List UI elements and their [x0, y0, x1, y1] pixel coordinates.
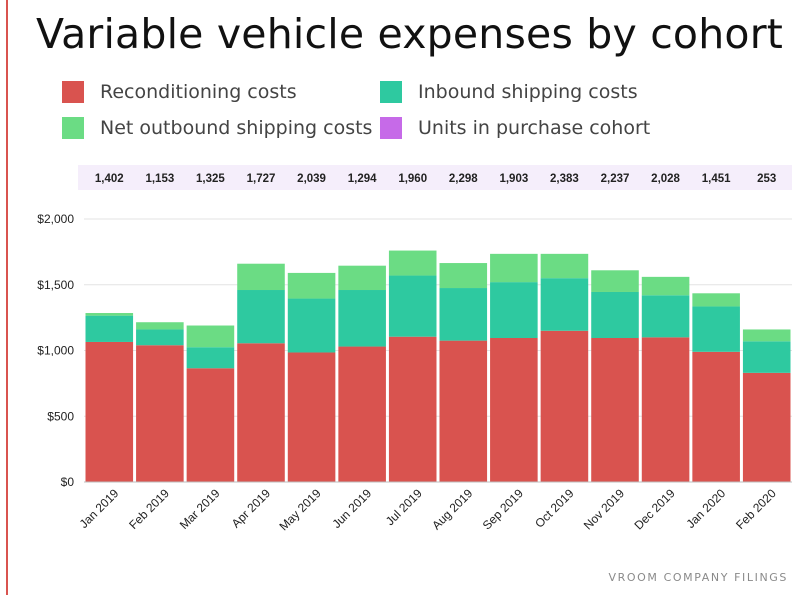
bar-inbound-shipping-costs-jul-2019	[388, 275, 437, 337]
bar-reconditioning-costs-mar-2019	[186, 368, 235, 482]
legend-swatch-reconditioning	[62, 81, 84, 103]
x-tick-label-jul-2019: Jul 2019	[383, 486, 425, 528]
bar-net-outbound-shipping-costs-may-2019	[287, 272, 336, 299]
units-label-oct-2019: 2,383	[550, 173, 579, 185]
y-tick-label-0: $0	[61, 475, 75, 489]
bar-reconditioning-costs-may-2019	[287, 352, 336, 482]
bar-inbound-shipping-costs-jan-2020	[692, 306, 740, 352]
x-tick-label-mar-2019: Mar 2019	[177, 486, 223, 532]
y-tick-label-1000: $1,000	[37, 344, 74, 358]
bar-reconditioning-costs-sep-2019	[490, 338, 538, 482]
x-tick-label-may-2019: May 2019	[277, 486, 324, 533]
bar-net-outbound-shipping-costs-jul-2019	[388, 250, 437, 276]
bar-reconditioning-costs-jul-2019	[388, 336, 437, 482]
bar-inbound-shipping-costs-dec-2019	[641, 295, 690, 338]
x-tick-label-jun-2019: Jun 2019	[329, 486, 374, 531]
left-accent-rule	[6, 0, 8, 595]
bar-reconditioning-costs-jun-2019	[338, 346, 386, 482]
bar-reconditioning-costs-jan-2019	[85, 341, 134, 482]
bar-inbound-shipping-costs-jun-2019	[338, 290, 386, 347]
bar-inbound-shipping-costs-feb-2020	[742, 341, 791, 373]
legend-swatch-inbound-shipping	[380, 81, 402, 103]
legend-label-reconditioning: Reconditioning costs	[100, 81, 297, 103]
units-label-feb-2019: 1,153	[145, 173, 174, 185]
bar-reconditioning-costs-dec-2019	[641, 337, 690, 482]
x-tick-label-jan-2019: Jan 2019	[77, 486, 122, 531]
bar-reconditioning-costs-nov-2019	[591, 338, 639, 482]
bar-net-outbound-shipping-costs-oct-2019	[540, 253, 589, 279]
bar-net-outbound-shipping-costs-jan-2020	[692, 293, 740, 307]
bar-inbound-shipping-costs-sep-2019	[490, 282, 538, 339]
units-label-jan-2020: 1,451	[702, 173, 731, 185]
bar-inbound-shipping-costs-nov-2019	[591, 291, 639, 339]
units-label-sep-2019: 1,903	[499, 173, 528, 185]
units-label-may-2019: 2,039	[297, 173, 326, 185]
x-tick-label-feb-2019: Feb 2019	[126, 486, 172, 532]
bar-inbound-shipping-costs-aug-2019	[439, 288, 488, 341]
x-tick-label-jan-2020: Jan 2020	[683, 486, 728, 531]
bar-reconditioning-costs-jan-2020	[692, 351, 740, 482]
units-label-aug-2019: 2,298	[449, 173, 478, 185]
bar-inbound-shipping-costs-apr-2019	[237, 290, 285, 344]
x-tick-label-oct-2019: Oct 2019	[532, 486, 577, 531]
units-label-mar-2019: 1,325	[196, 173, 225, 185]
units-label-dec-2019: 2,028	[651, 173, 680, 185]
legend-item-reconditioning: Reconditioning costs	[62, 81, 297, 103]
bar-reconditioning-costs-feb-2019	[136, 345, 184, 482]
legend-label-inbound-shipping: Inbound shipping costs	[418, 81, 638, 103]
bar-reconditioning-costs-aug-2019	[439, 340, 488, 482]
x-tick-label-feb-2020: Feb 2020	[733, 486, 779, 532]
bar-inbound-shipping-costs-may-2019	[287, 298, 336, 353]
x-tick-label-sep-2019: Sep 2019	[480, 486, 526, 532]
bar-inbound-shipping-costs-oct-2019	[540, 278, 589, 331]
bar-inbound-shipping-costs-jan-2019	[85, 315, 134, 342]
units-in-cohort-band	[78, 165, 792, 190]
y-tick-label-1500: $1,500	[37, 278, 74, 292]
bar-reconditioning-costs-feb-2020	[742, 372, 791, 482]
units-label-jul-2019: 1,960	[398, 173, 427, 185]
bar-net-outbound-shipping-costs-sep-2019	[490, 253, 538, 283]
bar-inbound-shipping-costs-mar-2019	[186, 347, 235, 369]
chart-title: Variable vehicle expenses by cohort	[36, 10, 784, 58]
legend-label-net-outbound-shipping: Net outbound shipping costs	[100, 117, 373, 139]
legend-swatch-units-in-cohort	[380, 117, 402, 139]
units-label-nov-2019: 2,237	[601, 173, 630, 185]
source-credit: VROOM COMPANY FILINGS	[608, 571, 788, 584]
bar-net-outbound-shipping-costs-feb-2020	[742, 329, 791, 342]
x-tick-label-nov-2019: Nov 2019	[581, 486, 627, 532]
bar-net-outbound-shipping-costs-jun-2019	[338, 265, 386, 291]
bar-net-outbound-shipping-costs-dec-2019	[641, 276, 690, 296]
legend-item-inbound-shipping: Inbound shipping costs	[380, 81, 638, 103]
bar-inbound-shipping-costs-feb-2019	[136, 329, 184, 346]
y-tick-label-2000: $2,000	[37, 212, 74, 226]
x-tick-label-apr-2019: Apr 2019	[229, 486, 274, 531]
legend-label-units-in-cohort: Units in purchase cohort	[418, 117, 651, 139]
x-tick-label-dec-2019: Dec 2019	[631, 486, 677, 532]
bar-net-outbound-shipping-costs-apr-2019	[237, 263, 285, 291]
units-label-feb-2020: 253	[757, 173, 776, 185]
legend-swatch-net-outbound-shipping	[62, 117, 84, 139]
bar-net-outbound-shipping-costs-aug-2019	[439, 263, 488, 289]
units-label-jan-2019: 1,402	[95, 173, 124, 185]
units-label-jun-2019: 1,294	[348, 173, 377, 185]
bar-reconditioning-costs-oct-2019	[540, 330, 589, 482]
bar-net-outbound-shipping-costs-mar-2019	[186, 325, 235, 348]
bar-net-outbound-shipping-costs-jan-2019	[85, 313, 134, 316]
bar-net-outbound-shipping-costs-nov-2019	[591, 270, 639, 292]
bar-reconditioning-costs-apr-2019	[237, 343, 285, 482]
bar-net-outbound-shipping-costs-feb-2019	[136, 322, 184, 330]
units-label-apr-2019: 1,727	[247, 173, 276, 185]
legend-item-net-outbound-shipping: Net outbound shipping costs	[62, 117, 372, 139]
legend-item-units-in-cohort: Units in purchase cohort	[380, 117, 650, 139]
x-tick-label-aug-2019: Aug 2019	[429, 486, 475, 532]
y-tick-label-500: $500	[47, 409, 74, 423]
